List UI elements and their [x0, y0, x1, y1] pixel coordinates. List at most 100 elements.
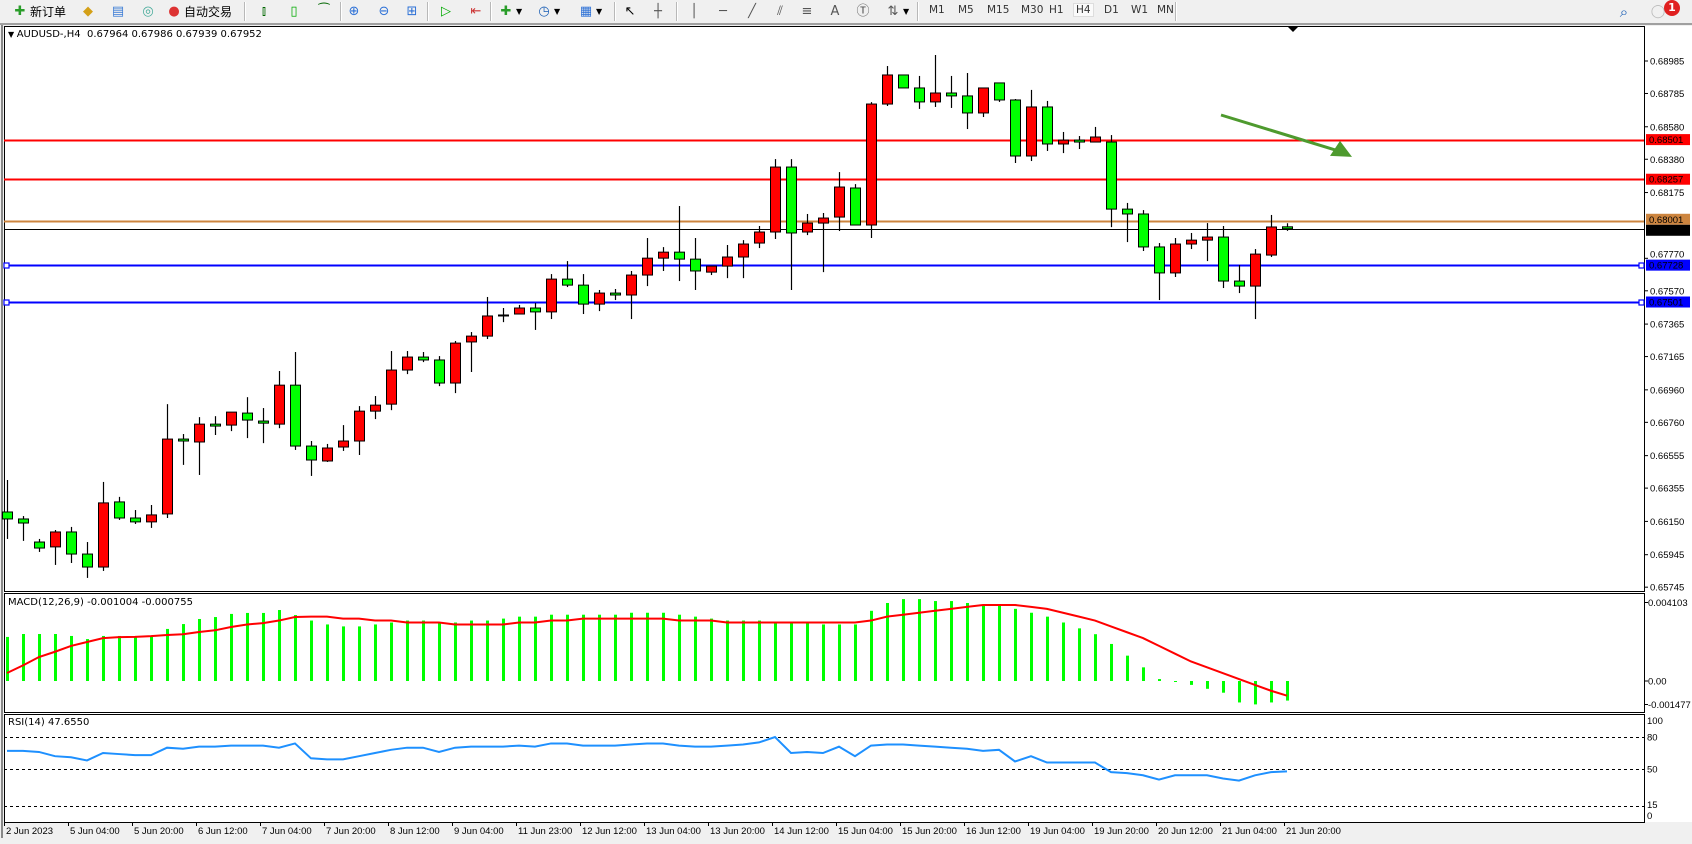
zoom-in-button[interactable]: ⊕	[346, 2, 364, 21]
candle-body	[738, 243, 749, 258]
indicators-button[interactable]: ✚ ▼	[498, 2, 523, 21]
text-button[interactable]: A	[827, 2, 845, 21]
separator	[490, 2, 492, 21]
timeframe-h1[interactable]: H1	[1049, 4, 1064, 16]
macd-histogram-bar	[182, 624, 185, 681]
candle-body	[514, 307, 525, 315]
timeframe-mn[interactable]: MN	[1157, 4, 1174, 16]
data-window-button[interactable]: ▤	[110, 2, 128, 21]
time-label: 9 Jun 04:00	[454, 826, 504, 837]
new-order-button[interactable]: ✚ 新订单	[12, 2, 66, 21]
line-handle[interactable]	[3, 299, 10, 306]
tile-windows-button[interactable]: ⊞	[404, 2, 422, 21]
macd-histogram-bar	[134, 636, 137, 681]
candle-body	[914, 87, 925, 103]
candle-body	[962, 95, 973, 114]
chevron-down-icon: ▼	[596, 7, 603, 16]
macd-histogram-bar	[502, 618, 505, 681]
bar-chart-button[interactable]: ⫾	[256, 2, 274, 21]
text-label-button[interactable]: Ⓣ	[855, 2, 873, 21]
periods-button[interactable]: ◷ ▼	[536, 2, 560, 21]
notifications-button[interactable]: ◯	[1650, 2, 1668, 21]
fibo-channel-button[interactable]: ⫽	[772, 2, 790, 21]
market-watch-button[interactable]: ◆	[80, 2, 98, 21]
macd-histogram-bar	[102, 635, 105, 681]
candle-body	[1058, 139, 1069, 145]
candle-body	[1138, 213, 1149, 248]
candle-body	[274, 384, 285, 425]
macd-histogram-bar	[150, 636, 153, 681]
candle-body	[1074, 139, 1085, 143]
chart-menu-triangle-icon[interactable]: ▼	[8, 30, 17, 39]
vertical-line-button[interactable]: │	[686, 2, 704, 21]
timeframe-m30[interactable]: M30	[1021, 4, 1044, 16]
timeframe-h4[interactable]: H4	[1073, 3, 1094, 17]
macd-histogram-bar	[454, 622, 457, 681]
timeframe-w1[interactable]: W1	[1131, 4, 1149, 16]
macd-histogram-bar	[662, 612, 665, 681]
time-label: 5 Jun 20:00	[134, 826, 184, 837]
chart-shift-button[interactable]: ⇤	[468, 2, 486, 21]
candle-body	[1250, 253, 1261, 287]
macd-histogram-bar	[230, 613, 233, 681]
candle-body	[210, 423, 221, 427]
market-watch-icon: ◆	[83, 3, 93, 19]
data-window-icon: ▤	[111, 3, 125, 19]
arrows-button[interactable]: ⇅ ▼	[885, 2, 910, 21]
candle-body	[898, 74, 909, 89]
candle-body	[594, 292, 605, 305]
macd-histogram-bar	[598, 614, 601, 681]
auto-trading-label: 自动交易	[184, 5, 233, 19]
candle-body	[562, 278, 573, 286]
timeframe-m1[interactable]: M1	[929, 4, 945, 16]
cursor-button[interactable]: ↖	[622, 2, 640, 21]
autoscroll-button[interactable]: ▷	[438, 2, 456, 21]
chevron-down-icon: ▼	[516, 7, 523, 16]
macd-histogram-bar	[294, 615, 297, 681]
macd-histogram-bar	[54, 634, 57, 681]
crosshair-icon: ┼	[654, 3, 662, 19]
templates-button[interactable]: ▦ ▼	[578, 2, 602, 21]
crosshair-button[interactable]: ┼	[650, 2, 668, 21]
search-button[interactable]: ⌕	[1616, 2, 1634, 21]
macd-histogram-bar	[646, 612, 649, 681]
line-handle[interactable]	[3, 262, 10, 269]
candle-body	[850, 187, 861, 226]
candle-body	[98, 502, 109, 568]
main-panel-frame	[4, 26, 1645, 592]
timeframe-m15[interactable]: M15	[987, 4, 1010, 16]
timeframe-m5[interactable]: M5	[958, 4, 974, 16]
timeframe-d1[interactable]: D1	[1104, 4, 1119, 16]
candle-body	[1026, 106, 1037, 157]
candle-body	[706, 265, 717, 273]
horizontal-line-button[interactable]: ─	[715, 2, 733, 21]
trend-arrow-line[interactable]	[1220, 113, 1339, 153]
line-chart-button[interactable]: ⁀	[316, 2, 334, 21]
notification-badge: 1	[1664, 0, 1680, 16]
price-tick-label: 0.68380	[1650, 155, 1684, 166]
price-tick-label: 0.68175	[1650, 188, 1684, 199]
fibo-retracement-button[interactable]: ≡	[799, 2, 817, 21]
macd-histogram-bar	[1238, 681, 1241, 703]
line-handle[interactable]	[1638, 299, 1645, 306]
candle-body	[34, 541, 45, 549]
macd-histogram-bar	[950, 601, 953, 681]
macd-histogram-bar	[822, 624, 825, 681]
macd-histogram-bar	[342, 626, 345, 681]
chart-shift-marker-icon[interactable]	[1288, 27, 1298, 32]
time-label: 19 Jun 20:00	[1094, 826, 1149, 837]
candle-body	[226, 411, 237, 426]
signals-button[interactable]: ◎	[140, 2, 158, 21]
new-order-icon: ✚	[14, 3, 26, 19]
candle-body	[1154, 246, 1165, 274]
auto-trading-button[interactable]: ● 自动交易	[166, 2, 232, 21]
trendline-button[interactable]: ╱	[744, 2, 762, 21]
macd-histogram-bar	[902, 599, 905, 681]
macd-signal-line	[6, 603, 1288, 697]
line-handle[interactable]	[1638, 262, 1645, 269]
zoom-out-button[interactable]: ⊖	[376, 2, 394, 21]
candlestick-icon: ▯	[290, 3, 298, 19]
macd-histogram-bar	[358, 626, 361, 681]
candlestick-button[interactable]: ▯	[286, 2, 304, 21]
